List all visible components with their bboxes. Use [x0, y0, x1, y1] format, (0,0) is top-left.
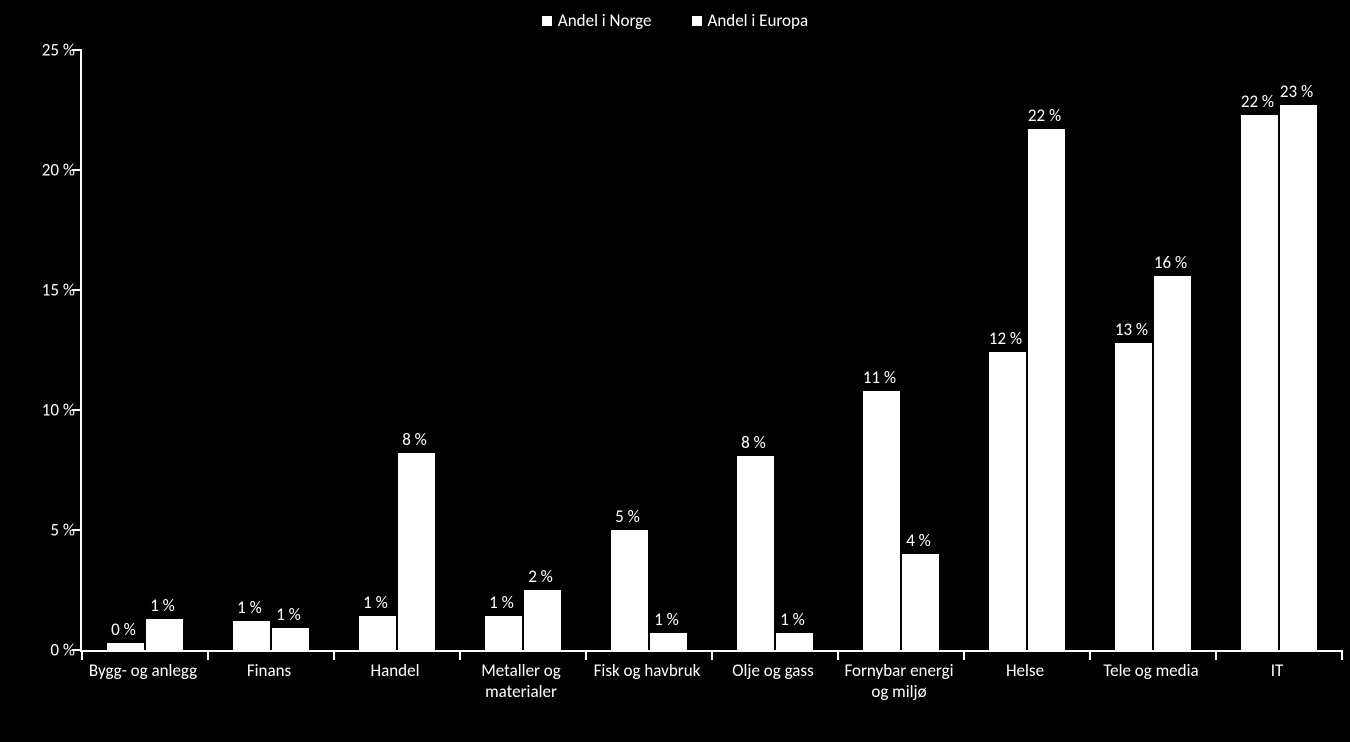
bar-value-label: 0 %: [111, 619, 136, 640]
bar: [1241, 115, 1278, 650]
x-tick: [459, 650, 461, 660]
bar-value-label: 1 %: [780, 609, 805, 630]
x-tick: [1089, 650, 1091, 660]
x-tick: [81, 650, 83, 660]
bar-value-label: 1 %: [150, 595, 175, 616]
y-axis-label: 5 %: [15, 520, 75, 541]
bar: [1028, 129, 1065, 650]
legend-item-europa: Andel i Europa: [692, 10, 809, 31]
y-axis-label: 20 %: [15, 160, 75, 181]
x-tick: [585, 650, 587, 660]
x-axis-label: IT: [1214, 660, 1340, 681]
bar-value-label: 22 %: [1241, 91, 1274, 112]
bar-value-label: 16 %: [1154, 252, 1187, 273]
x-axis-label: Metaller og materialer: [458, 660, 584, 703]
x-axis-label: Olje og gass: [710, 660, 836, 681]
x-tick: [207, 650, 209, 660]
x-tick: [837, 650, 839, 660]
legend-swatch-icon: [692, 16, 702, 26]
bar-value-label: 1 %: [237, 597, 262, 618]
bar-value-label: 1 %: [654, 609, 679, 630]
x-tick: [333, 650, 335, 660]
bar: [1280, 105, 1317, 650]
bar: [485, 616, 522, 650]
x-tick: [1215, 650, 1217, 660]
bar: [863, 391, 900, 650]
x-axis-label: Handel: [332, 660, 458, 681]
bar: [1115, 343, 1152, 650]
bar: [650, 633, 687, 650]
legend: Andel i Norge Andel i Europa: [0, 10, 1350, 31]
bar-value-label: 8 %: [402, 429, 427, 450]
legend-item-norge: Andel i Norge: [542, 10, 652, 31]
x-tick: [1341, 650, 1343, 660]
y-axis-label: 25 %: [15, 40, 75, 61]
bar-value-label: 23 %: [1280, 81, 1313, 102]
bar: [233, 621, 270, 650]
x-tick: [711, 650, 713, 660]
x-axis-label: Finans: [206, 660, 332, 681]
bar: [398, 453, 435, 650]
bar-value-label: 1 %: [363, 592, 388, 613]
bar: [272, 628, 309, 650]
x-axis-label: Helse: [962, 660, 1088, 681]
bar-value-label: 4 %: [906, 530, 931, 551]
bar-value-label: 22 %: [1028, 105, 1061, 126]
bar-value-label: 5 %: [615, 506, 640, 527]
bar: [611, 530, 648, 650]
bar: [776, 633, 813, 650]
bar: [737, 456, 774, 650]
bar: [524, 590, 561, 650]
bar-value-label: 12 %: [989, 328, 1022, 349]
legend-label: Andel i Norge: [558, 10, 652, 31]
x-axis-label: Tele og media: [1088, 660, 1214, 681]
bar-value-label: 1 %: [489, 592, 514, 613]
bar: [989, 352, 1026, 650]
bar: [146, 619, 183, 650]
bar-value-label: 8 %: [741, 432, 766, 453]
bar-value-label: 11 %: [863, 367, 896, 388]
bar: [902, 554, 939, 650]
bar-value-label: 1 %: [276, 604, 301, 625]
x-axis-label: Bygg- og anlegg: [80, 660, 206, 681]
y-axis-label: 0 %: [15, 640, 75, 661]
legend-swatch-icon: [542, 16, 552, 26]
x-axis-label: Fisk og havbruk: [584, 660, 710, 681]
legend-label: Andel i Europa: [708, 10, 809, 31]
x-axis-label: Fornybar energi og miljø: [836, 660, 962, 703]
bar: [359, 616, 396, 650]
y-axis-label: 10 %: [15, 400, 75, 421]
bar: [107, 643, 144, 650]
bar: [1154, 276, 1191, 650]
bar-value-label: 2 %: [528, 566, 553, 587]
bar-value-label: 13 %: [1115, 319, 1148, 340]
x-tick: [963, 650, 965, 660]
plot-area: [80, 50, 1342, 652]
y-axis-label: 15 %: [15, 280, 75, 301]
